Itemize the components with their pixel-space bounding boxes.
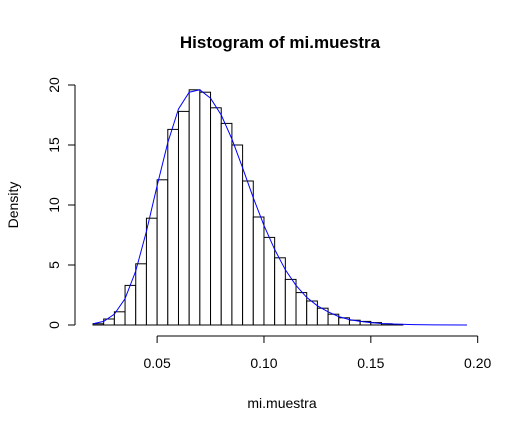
chart-title: Histogram of mi.muestra [180, 33, 381, 52]
x-tick-label: 0.10 [250, 355, 277, 371]
x-tick-label: 0.20 [464, 355, 491, 371]
histogram-bar-13 [231, 144, 244, 326]
x-tick-label: 0.15 [357, 355, 384, 371]
y-tick-label: 10 [46, 197, 62, 213]
histogram-bar-5 [145, 217, 158, 326]
y-tick-label: 20 [46, 77, 62, 93]
histogram-bar-3 [124, 284, 137, 326]
histogram-bars [92, 89, 404, 326]
histogram-bar-16 [263, 236, 276, 326]
histogram-bar-7 [167, 128, 179, 326]
histogram-bar-10 [199, 91, 212, 326]
x-axis-label: mi.muestra [247, 395, 316, 411]
y-axis: 0 5 10 15 20 [46, 77, 76, 329]
y-tick-label: 5 [46, 261, 62, 269]
histogram-bar-14 [242, 180, 254, 326]
histogram-bar-17 [274, 257, 286, 326]
histogram-bar-15 [252, 216, 265, 326]
histogram-bar-18 [284, 278, 297, 326]
y-tick-label: 15 [46, 137, 62, 153]
histogram-bar-2 [113, 311, 126, 326]
density-curve [92, 89, 468, 326]
histogram-bar-19 [295, 292, 308, 326]
x-tick-label: 0.05 [143, 355, 170, 371]
histogram-bar-12 [220, 122, 233, 326]
histogram-bar-11 [210, 107, 222, 326]
histogram-bar-6 [156, 179, 169, 326]
x-axis: 0.05 0.10 0.15 0.20 [143, 335, 492, 371]
histogram-bar-0 [92, 323, 105, 326]
y-tick-label: 0 [46, 321, 62, 329]
histogram-bar-8 [177, 110, 190, 326]
y-axis-label: Density [5, 182, 21, 229]
histogram-bar-4 [135, 263, 147, 326]
histogram-bar-9 [188, 89, 201, 326]
